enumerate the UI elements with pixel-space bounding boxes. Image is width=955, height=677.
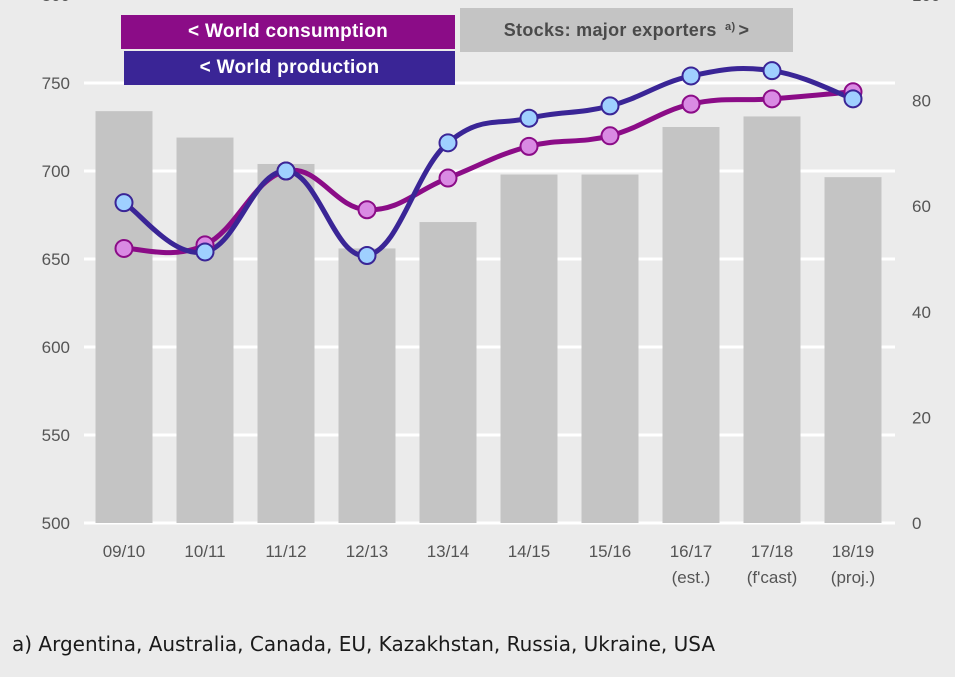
legend-arrow: < — [199, 57, 212, 78]
point-world-production-18/19 — [843, 89, 863, 109]
markers — [114, 61, 863, 265]
right-tick-label: 40 — [912, 303, 931, 322]
bar-stocks-15/16 — [581, 174, 639, 523]
point-world-consumption-16/17 — [681, 94, 701, 114]
x-tick-label: 14/15 — [508, 542, 551, 561]
legend-arrow: > — [738, 19, 750, 40]
line-world-consumption — [121, 89, 856, 256]
legend-label: World consumption — [204, 21, 389, 42]
bars-stocks — [95, 111, 882, 524]
right-axis-ticks: 0 20 40 60 80 100 — [912, 0, 940, 533]
x-tick-sublabel: (est.) — [672, 568, 711, 587]
point-world-consumption-15/16 — [600, 126, 620, 146]
bar-stocks-11/12 — [257, 163, 315, 523]
bar-stocks-10/11 — [176, 137, 234, 523]
legend-label: World production — [216, 57, 380, 78]
left-tick-label: 600 — [42, 338, 70, 357]
legend-world-consumption: < World consumption — [121, 15, 455, 49]
bar-stocks-12/13 — [338, 248, 396, 523]
bar-stocks-17/18 — [743, 116, 801, 523]
left-tick-label: 550 — [42, 426, 70, 445]
x-tick-label: 15/16 — [589, 542, 632, 561]
x-tick-label: 13/14 — [427, 542, 470, 561]
point-world-consumption-17/18 — [762, 89, 782, 109]
left-tick-label: 800 — [42, 0, 70, 5]
left-tick-label: 650 — [42, 250, 70, 269]
x-tick-label: 17/18 — [751, 542, 794, 561]
x-tick-label: 16/17 — [670, 542, 713, 561]
left-tick-label: 500 — [42, 514, 70, 533]
point-world-consumption-14/15 — [519, 136, 539, 156]
legend-label: Stocks: major exporters — [503, 19, 717, 40]
left-tick-label: 750 — [42, 74, 70, 93]
point-world-production-15/16 — [600, 96, 620, 116]
point-world-production-13/14 — [438, 133, 458, 153]
x-axis-labels: 09/10 10/11 11/12 12/13 13/14 14/15 15/16 16/17… — [103, 542, 875, 587]
footnote: a) Argentina, Australia, Canada, EU, Kaz… — [12, 632, 715, 656]
x-tick-sublabel: (proj.) — [831, 568, 875, 587]
right-tick-label: 80 — [912, 92, 931, 111]
x-tick-label: 10/11 — [184, 542, 225, 561]
x-tick-label: 18/19 — [832, 542, 875, 561]
legend-stocks: Stocks: major exporters a) > — [460, 8, 793, 52]
point-world-production-14/15 — [519, 108, 539, 128]
right-tick-label: 100 — [912, 0, 940, 5]
point-world-consumption-13/14 — [438, 168, 458, 188]
right-tick-label: 20 — [912, 408, 931, 427]
point-world-production-11/12 — [276, 161, 296, 181]
bar-stocks-13/14 — [419, 222, 477, 524]
point-world-production-16/17 — [681, 66, 701, 86]
bar-stocks-18/19 — [824, 177, 882, 523]
right-tick-label: 0 — [912, 514, 921, 533]
legend-superscript: a) — [725, 21, 736, 33]
point-world-production-12/13 — [357, 245, 377, 265]
legend-arrow: < — [187, 21, 200, 42]
x-tick-label: 09/10 — [103, 542, 146, 561]
point-world-consumption-12/13 — [357, 200, 377, 220]
point-world-production-17/18 — [762, 61, 782, 81]
bar-stocks-09/10 — [95, 111, 153, 523]
left-axis-ticks: 500 550 600 650 700 750 800 — [42, 0, 70, 533]
x-tick-sublabel: (f'cast) — [747, 568, 797, 587]
point-world-production-10/11 — [195, 242, 215, 262]
bar-stocks-16/17 — [662, 127, 720, 523]
bar-stocks-14/15 — [500, 174, 558, 523]
x-tick-label: 12/13 — [346, 542, 389, 561]
point-world-consumption-09/10 — [114, 238, 134, 258]
left-tick-label: 700 — [42, 162, 70, 181]
x-tick-label: 11/12 — [265, 542, 306, 561]
legend-world-production: < World production — [124, 51, 455, 85]
point-world-production-09/10 — [114, 193, 134, 213]
right-tick-label: 60 — [912, 197, 931, 216]
